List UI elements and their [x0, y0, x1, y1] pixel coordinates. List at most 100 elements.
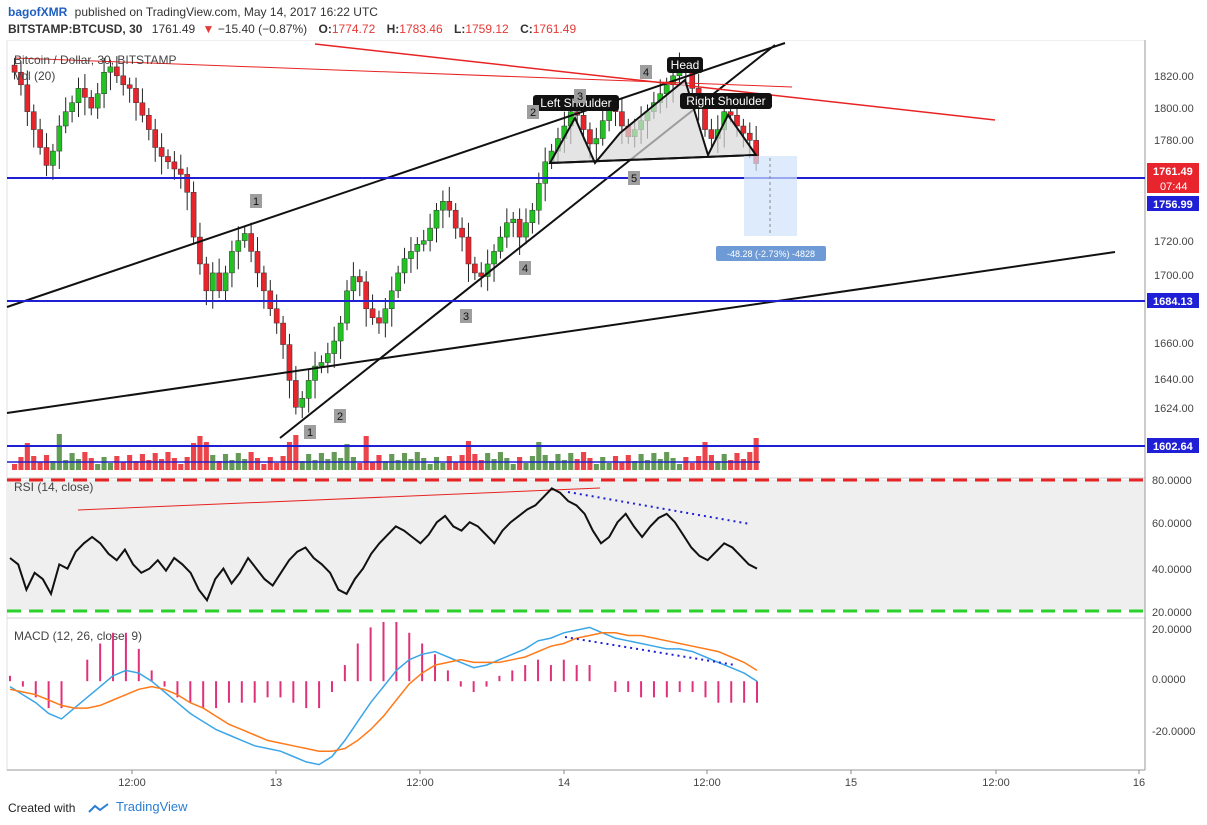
candle-body: [248, 233, 254, 252]
price-axis[interactable]: 1820.00 1800.00 1780.00 1720.00 1700.00 1660.…: [1147, 71, 1199, 738]
wave-label-bg: [519, 261, 531, 275]
candle-body: [273, 308, 280, 324]
candle-body: [427, 227, 433, 241]
candle-body: [580, 115, 587, 130]
volume-bar: [683, 457, 689, 470]
volume-bar: [657, 459, 663, 470]
volume-bar: [465, 441, 472, 470]
tradingview-link[interactable]: TradingView: [88, 799, 188, 814]
candle-body: [261, 272, 267, 292]
volume-bar: [293, 435, 299, 470]
candle-body: [734, 115, 740, 127]
volume-bar: [280, 456, 286, 470]
macd-pane-title: MACD (12, 26, close, 9): [14, 629, 142, 643]
candle-body: [331, 340, 338, 354]
rsi-tick: 40.0000: [1152, 564, 1192, 576]
volume-bar: [414, 452, 420, 470]
candle-body: [497, 236, 504, 252]
wave-label: 2: [530, 107, 536, 119]
volume-bar: [299, 461, 305, 470]
volume-label: Vol (20): [14, 69, 55, 83]
candle-body: [177, 168, 184, 175]
candle-body: [209, 272, 216, 292]
candle-body: [293, 380, 299, 408]
candle-body: [126, 84, 133, 89]
volume-bar: [370, 462, 376, 470]
candle-body: [241, 233, 248, 241]
candle-body: [542, 161, 548, 184]
volume-bar: [350, 457, 356, 470]
candle-body: [746, 132, 753, 141]
low-value: 1759.12: [465, 22, 509, 36]
candle-body: [446, 201, 453, 211]
volume-bar: [747, 452, 753, 470]
candle-body: [318, 362, 325, 367]
candle-body: [235, 240, 242, 252]
candle-body: [440, 201, 446, 211]
volume-bar: [165, 452, 171, 470]
open-label: O:: [318, 22, 332, 36]
candle-body: [24, 84, 31, 112]
volume-bar: [133, 461, 139, 470]
volume-bar: [261, 464, 267, 470]
candle-body: [619, 111, 625, 127]
candle-body: [286, 344, 293, 381]
volume-bar: [242, 459, 248, 470]
volume-bar: [146, 460, 152, 470]
footer: Created with TradingView: [0, 796, 1207, 825]
trading-chart[interactable]: -48.28 (-2.73%) -4828 Left Shoulder Head…: [0, 40, 1207, 796]
price-badge-label: 1761.49: [1153, 166, 1193, 178]
candle-body: [50, 150, 56, 166]
author-link[interactable]: bagofXMR: [8, 5, 68, 19]
time-tick: 16: [1133, 777, 1145, 789]
volume-bar: [728, 460, 734, 470]
time-axis[interactable]: 12:00 13 12:00 14 12:00 15 12:00 16: [118, 770, 1145, 789]
candle-body: [120, 75, 127, 86]
volume-bar: [676, 464, 683, 470]
volume-bar: [408, 459, 414, 470]
volume-bar: [338, 458, 344, 470]
candle-body: [254, 251, 261, 274]
volume-bar: [120, 462, 126, 470]
candle-body: [184, 174, 190, 193]
candle-body: [18, 72, 24, 86]
candle-body: [491, 251, 497, 265]
close-label: C:: [520, 22, 533, 36]
volume-bar: [171, 458, 177, 470]
candle-body: [280, 322, 286, 345]
wave-labels: 1 2 3 4 5 1 2 3 4: [250, 65, 652, 439]
candle-body: [414, 244, 421, 252]
wave-label-bg: [628, 171, 640, 185]
candle-body: [299, 398, 306, 408]
published-text: published on TradingView.com, May 14, 20…: [74, 5, 378, 19]
price-tick: 1800.00: [1154, 103, 1194, 115]
high-label: H:: [386, 22, 400, 36]
rsi-line: [9, 487, 758, 603]
candle-body: [708, 129, 715, 139]
chart-header: bagofXMR published on TradingView.com, M…: [0, 0, 1207, 40]
close-value: 1761.49: [532, 22, 577, 36]
volume-bar: [248, 452, 254, 470]
candle-body: [740, 125, 747, 134]
candle-body: [478, 272, 485, 277]
macd-line: [9, 626, 758, 766]
wave-label: 5: [631, 173, 637, 185]
price-tick: 1700.00: [1154, 270, 1194, 282]
volume-bar: [580, 452, 587, 470]
candle-body: [337, 322, 344, 342]
volume-bar: [440, 463, 446, 470]
candle-body: [158, 147, 165, 157]
volume-bar: [670, 458, 676, 470]
thin-red-line: [14, 57, 793, 88]
candle-body: [171, 161, 178, 170]
volume-bar: [587, 458, 593, 470]
volume-bar: [478, 460, 484, 470]
right-shoulder-label: Right Shoulder: [686, 94, 765, 108]
price-badge-label: 1684.13: [1153, 296, 1193, 308]
volume-bar: [363, 436, 369, 470]
wave-label-bg: [574, 89, 586, 103]
volume-bar: [75, 459, 82, 470]
head-label: Head: [671, 58, 700, 72]
right-shoulder-bg: [680, 93, 772, 109]
volume-bar: [600, 457, 606, 470]
